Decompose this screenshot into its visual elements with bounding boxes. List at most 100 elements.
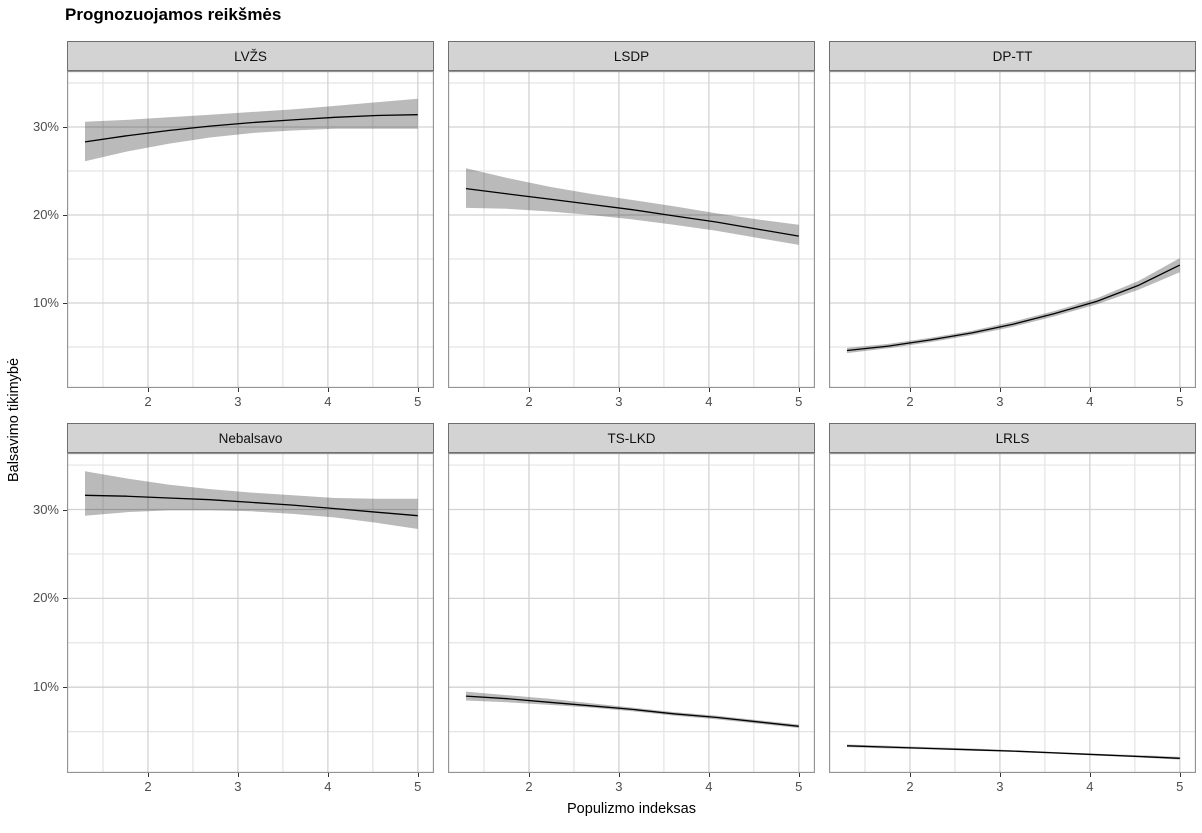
x-tick-mark bbox=[708, 773, 710, 777]
x-tick-label: 3 bbox=[234, 394, 242, 409]
x-tick-mark bbox=[417, 388, 419, 392]
facet-panel bbox=[67, 71, 434, 388]
y-tick-mark bbox=[63, 687, 67, 689]
facet-strip-label: LSDP bbox=[613, 48, 650, 64]
facet-strip-label: DP-TT bbox=[992, 48, 1033, 64]
x-tick-label: 4 bbox=[324, 394, 332, 409]
trend-line bbox=[84, 494, 418, 517]
x-tick-label: 2 bbox=[144, 779, 152, 794]
y-tick-mark bbox=[63, 302, 67, 304]
x-tick-label: 5 bbox=[1176, 779, 1184, 794]
confidence-ribbon bbox=[85, 471, 418, 529]
facet-strip: DP-TT bbox=[829, 41, 1196, 71]
y-tick-mark bbox=[63, 126, 67, 128]
x-tick-mark bbox=[237, 388, 239, 392]
x-tick-label: 2 bbox=[525, 394, 533, 409]
facet-panel bbox=[829, 71, 1196, 388]
x-tick-label: 3 bbox=[615, 394, 623, 409]
x-tick-mark bbox=[909, 388, 911, 392]
trend-line bbox=[846, 264, 1181, 352]
x-tick-mark bbox=[528, 388, 530, 392]
y-tick-label: 30% bbox=[32, 118, 59, 134]
panel-border bbox=[448, 71, 815, 388]
x-tick-label: 5 bbox=[795, 779, 803, 794]
y-tick-label: 10% bbox=[32, 679, 59, 695]
y-tick-mark bbox=[63, 214, 67, 216]
trend-line bbox=[465, 695, 799, 727]
y-tick-label: 20% bbox=[32, 206, 59, 222]
facet-strip-label: Nebalsavo bbox=[218, 430, 283, 446]
facet-strip: Nebalsavo bbox=[67, 423, 434, 453]
x-tick-mark bbox=[1089, 388, 1091, 392]
y-tick-mark bbox=[63, 509, 67, 511]
x-tick-mark bbox=[798, 773, 800, 777]
x-tick-label: 5 bbox=[1176, 394, 1184, 409]
x-tick-mark bbox=[1179, 388, 1181, 392]
x-tick-label: 2 bbox=[906, 394, 914, 409]
x-tick-mark bbox=[618, 388, 620, 392]
x-tick-mark bbox=[999, 388, 1001, 392]
facet-strip: LVŽS bbox=[67, 41, 434, 71]
x-tick-mark bbox=[417, 773, 419, 777]
x-tick-label: 5 bbox=[414, 394, 422, 409]
panel-background bbox=[829, 71, 1196, 388]
y-tick-label: 20% bbox=[32, 590, 59, 606]
confidence-ribbon bbox=[466, 168, 799, 245]
x-tick-mark bbox=[327, 773, 329, 777]
x-tick-mark bbox=[237, 773, 239, 777]
x-tick-label: 4 bbox=[324, 779, 332, 794]
trend-line bbox=[465, 187, 799, 237]
x-tick-mark bbox=[618, 773, 620, 777]
facet-panel bbox=[829, 453, 1196, 773]
facet-strip-label: LVŽS bbox=[234, 48, 267, 64]
y-axis-title: Balsavimo tikimybė bbox=[6, 357, 22, 483]
y-tick-mark bbox=[63, 598, 67, 600]
x-tick-mark bbox=[528, 773, 530, 777]
panel-background bbox=[829, 453, 1196, 773]
y-tick-label: 30% bbox=[32, 501, 59, 517]
facet-panel bbox=[448, 71, 815, 388]
panel-border bbox=[67, 453, 434, 773]
facet-panel bbox=[67, 453, 434, 773]
x-tick-label: 5 bbox=[795, 394, 803, 409]
x-tick-label: 4 bbox=[705, 394, 713, 409]
x-tick-label: 4 bbox=[1086, 394, 1094, 409]
x-tick-label: 2 bbox=[525, 779, 533, 794]
trend-line bbox=[846, 745, 1180, 759]
x-tick-label: 3 bbox=[234, 779, 242, 794]
chart-title: Prognozuojamos reikšmės bbox=[65, 5, 282, 24]
confidence-ribbon bbox=[85, 98, 418, 162]
panel-border bbox=[829, 71, 1196, 388]
x-tick-label: 3 bbox=[996, 779, 1004, 794]
panel-border bbox=[448, 453, 815, 773]
x-tick-label: 2 bbox=[906, 779, 914, 794]
x-tick-label: 5 bbox=[414, 779, 422, 794]
x-tick-label: 2 bbox=[144, 394, 152, 409]
x-tick-label: 3 bbox=[615, 779, 623, 794]
x-tick-mark bbox=[909, 773, 911, 777]
y-tick-label: 10% bbox=[32, 294, 59, 310]
panel-background bbox=[448, 453, 815, 773]
facet-strip-label: LRLS bbox=[995, 430, 1030, 446]
x-axis-title: Populizmo indeksas bbox=[567, 801, 696, 817]
facet-strip: LSDP bbox=[448, 41, 815, 71]
x-tick-label: 4 bbox=[705, 779, 713, 794]
x-tick-mark bbox=[147, 773, 149, 777]
x-tick-mark bbox=[327, 388, 329, 392]
x-tick-label: 3 bbox=[996, 394, 1004, 409]
x-tick-mark bbox=[708, 388, 710, 392]
panel-border bbox=[67, 71, 434, 388]
x-tick-label: 4 bbox=[1086, 779, 1094, 794]
facet-strip-label: TS-LKD bbox=[607, 430, 656, 446]
facet-panel bbox=[448, 453, 815, 773]
facet-strip: TS-LKD bbox=[448, 423, 815, 453]
x-tick-mark bbox=[1179, 773, 1181, 777]
x-tick-mark bbox=[999, 773, 1001, 777]
x-tick-mark bbox=[798, 388, 800, 392]
panel-border bbox=[829, 453, 1196, 773]
x-tick-mark bbox=[147, 388, 149, 392]
facet-strip: LRLS bbox=[829, 423, 1196, 453]
x-tick-mark bbox=[1089, 773, 1091, 777]
trend-line bbox=[84, 114, 418, 143]
